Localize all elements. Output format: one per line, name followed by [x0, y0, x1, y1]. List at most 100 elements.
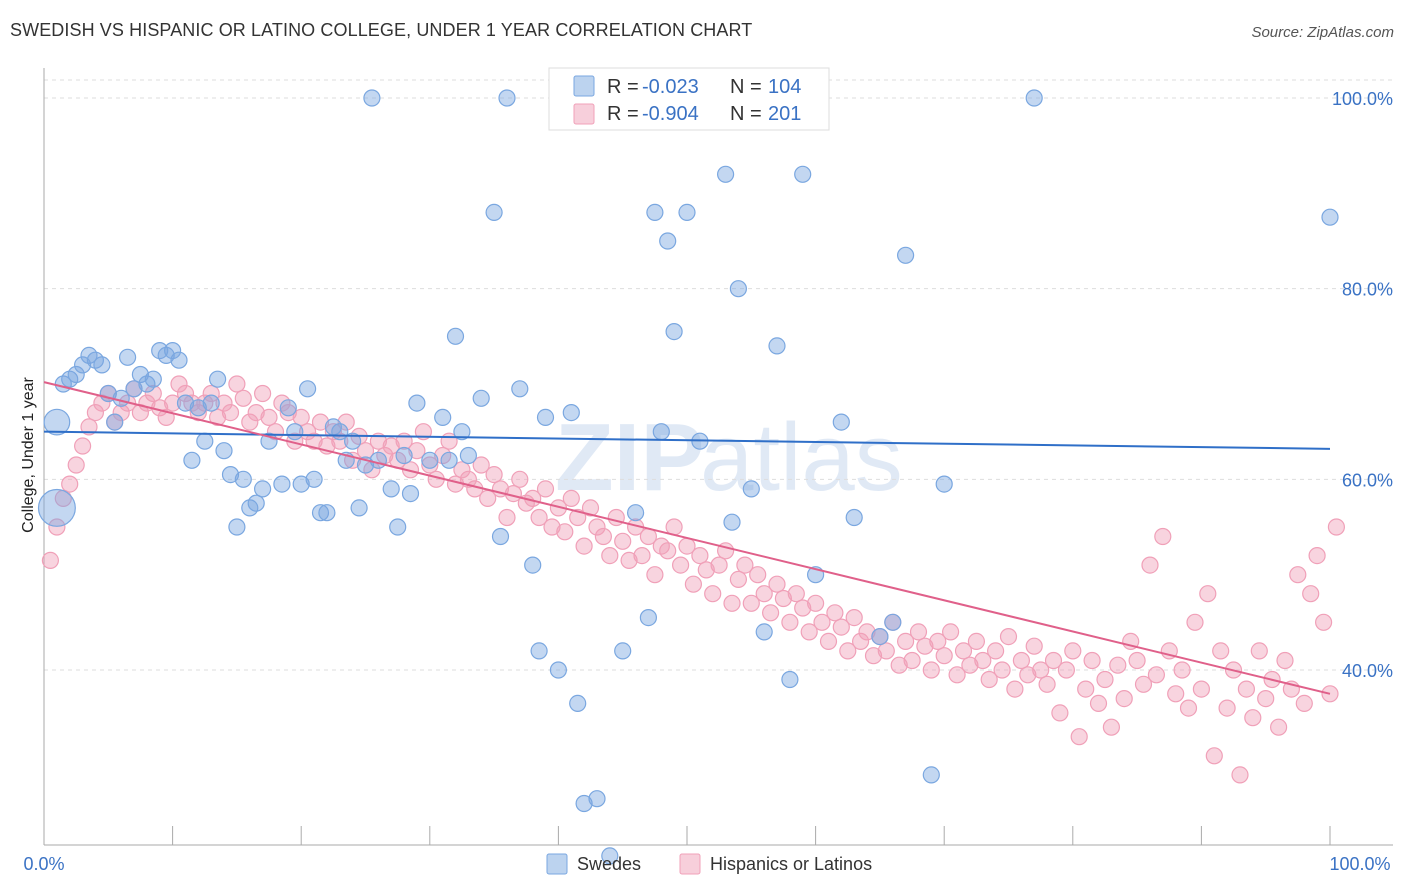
- hispanics-point-170: [1134, 675, 1153, 693]
- hispanics-point-178: [1186, 613, 1204, 631]
- hispanics-point-51: [369, 432, 387, 450]
- swedes-point-41: [311, 504, 330, 522]
- hispanics-point-166: [1109, 656, 1127, 674]
- swedes-point-82: [665, 323, 683, 341]
- hispanics-point-89: [614, 532, 632, 550]
- swedes-point-63: [485, 203, 503, 221]
- swedes-point-19: [164, 342, 182, 360]
- legend-hispanics-n-value: 201: [768, 103, 801, 125]
- swedes-point-12: [118, 348, 137, 366]
- hispanics-point-86: [594, 527, 613, 546]
- hispanics-point-165: [1102, 718, 1121, 736]
- legend-swatch-swedes: [573, 75, 595, 97]
- swedes-point-36: [279, 399, 297, 417]
- hispanics-point-191: [1269, 718, 1288, 736]
- swedes-point-75: [601, 847, 619, 865]
- hispanics-point-104: [710, 556, 728, 574]
- swedes-point-95: [832, 413, 850, 431]
- hispanics-point-0: [41, 551, 60, 570]
- hispanics-point-198: [1314, 613, 1333, 631]
- hispanics-point-183: [1218, 699, 1236, 717]
- hispanics-point-144: [967, 632, 986, 651]
- hispanics-point-157: [1051, 704, 1069, 722]
- hispanics-point-151: [1012, 651, 1031, 670]
- swedes-point-50: [369, 451, 387, 469]
- swedes-point-61: [459, 446, 477, 465]
- hispanics-point-116: [787, 585, 805, 603]
- swedes-point-55: [408, 394, 426, 412]
- hispanics-point-33: [254, 384, 272, 403]
- hispanics-point-102: [697, 561, 715, 579]
- hispanics-point-49: [356, 442, 375, 460]
- swedes-point-54: [401, 485, 420, 503]
- hispanics-point-152: [1019, 666, 1037, 684]
- swedes-point-66: [511, 380, 529, 398]
- hispanics-point-180: [1199, 585, 1217, 603]
- hispanics-point-186: [1237, 680, 1256, 698]
- hispanics-point-92: [633, 546, 651, 565]
- swedes-point-25: [202, 394, 220, 412]
- swedes-point-80: [652, 423, 670, 441]
- swedes-point-42: [318, 504, 336, 522]
- swedes-point-38: [292, 475, 310, 493]
- legend-swedes-n-value: 104: [768, 76, 801, 98]
- swedes-point-87: [723, 513, 741, 531]
- hispanics-point-192: [1276, 651, 1294, 670]
- hispanics-point-41: [305, 432, 323, 450]
- hispanics-point-138: [929, 632, 947, 651]
- swedes-point-92: [781, 670, 799, 689]
- hispanics-point-42: [311, 413, 330, 431]
- swedes-point-56: [421, 451, 439, 469]
- hispanics-point-83: [575, 537, 593, 555]
- hispanics-point-84: [581, 499, 600, 517]
- hispanics-point-78: [543, 518, 561, 536]
- swedes-point-47: [350, 499, 368, 517]
- hispanics-point-153: [1025, 637, 1043, 655]
- source-label: Source: ZipAtlas.com: [1251, 24, 1394, 41]
- hispanics-point-137: [922, 661, 940, 679]
- swedes-point-33: [254, 480, 272, 498]
- swedes-point-40: [305, 470, 323, 488]
- hispanics-point-100: [684, 575, 703, 593]
- swedes-point-52: [389, 518, 407, 536]
- swedes-point-59: [446, 327, 465, 345]
- swedes-point-20: [170, 351, 188, 369]
- hispanics-point-28: [221, 404, 240, 422]
- hispanics-point-39: [292, 408, 310, 426]
- hispanics-point-135: [909, 623, 928, 641]
- swedes-point-93: [794, 165, 812, 183]
- swedes-point-13: [125, 380, 143, 398]
- swedes-point-91: [768, 337, 786, 355]
- hispanics-point-177: [1179, 699, 1198, 717]
- swedes-point-98: [884, 613, 902, 631]
- swedes-point-10: [106, 413, 124, 431]
- hispanics-point-140: [941, 623, 960, 641]
- hispanics-point-126: [851, 632, 870, 651]
- hispanics-point-1: [48, 518, 66, 536]
- legend-hispanics-r-label: R =: [607, 103, 639, 125]
- hispanics-point-71: [498, 508, 516, 527]
- swedes-point-30: [234, 470, 252, 488]
- swedes-point-70: [549, 661, 568, 679]
- hispanics-point-160: [1070, 728, 1088, 746]
- axes: [43, 68, 1393, 846]
- hispanics-point-182: [1212, 642, 1230, 660]
- hispanics-point-111: [755, 585, 773, 603]
- swedes-point-100: [922, 766, 940, 784]
- hispanics-point-94: [646, 566, 664, 584]
- top-legend-box: [548, 67, 830, 131]
- swedes-point-77: [626, 504, 645, 522]
- swedes-point-28: [221, 466, 240, 484]
- hispanics-point-155: [1038, 675, 1056, 693]
- hispanics-point-150: [1006, 680, 1024, 698]
- hispanics-point-141: [948, 666, 966, 684]
- legend-hispanics-n-label: N =: [730, 103, 762, 125]
- hispanics-point-107: [729, 570, 748, 589]
- swedes-point-62: [472, 389, 490, 407]
- hispanics-point-128: [864, 647, 883, 665]
- legend-swedes-n-label: N =: [730, 76, 762, 98]
- swedes-point-16: [144, 370, 162, 388]
- hispanics-point-16: [144, 384, 162, 403]
- hispanics-point-115: [781, 613, 799, 631]
- swedes-point-97: [871, 627, 889, 646]
